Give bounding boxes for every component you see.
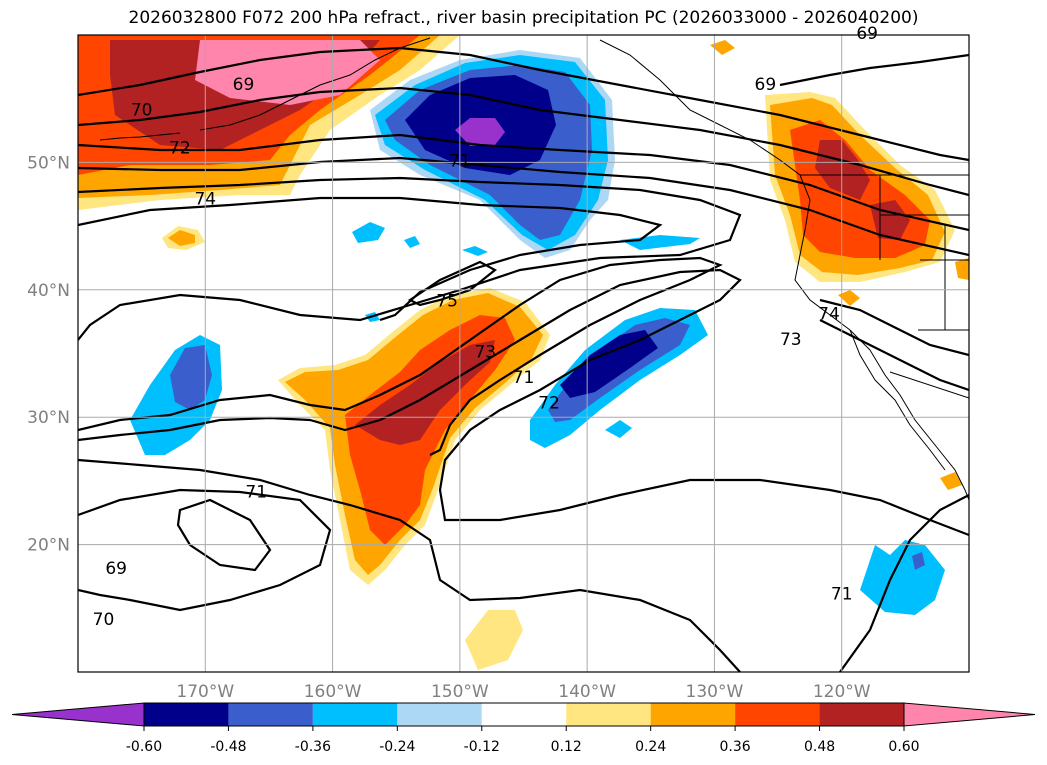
colorbar-segment — [819, 703, 904, 726]
lon-tick-label: 140°W — [558, 682, 616, 702]
colorbar — [11, 702, 1036, 731]
colorbar-tick-label: 0.60 — [888, 739, 919, 755]
contour-label: 75 — [436, 292, 458, 312]
contours — [78, 46, 969, 672]
colorbar-segment — [735, 703, 820, 726]
contour-east-2 — [819, 319, 969, 392]
colorbar-tick-label: -0.24 — [379, 739, 415, 755]
contour-north-4 — [78, 156, 969, 257]
colorbar-tick-label: -0.60 — [126, 739, 162, 755]
colorbar-segment — [566, 703, 651, 726]
colorbar-extend-low — [11, 702, 145, 727]
contour-label: 69 — [856, 24, 878, 44]
lat-tick-label: 50°N — [27, 153, 70, 173]
colorbar-segment — [397, 703, 482, 726]
lon-tick-label: 160°W — [304, 682, 362, 702]
shade-aleutian-pink — [195, 40, 380, 105]
colorbar-segment — [312, 703, 398, 726]
shade-small-orange-4 — [710, 40, 735, 55]
shade-band-yellow-south — [465, 610, 523, 670]
contour-east-1 — [819, 298, 969, 357]
contour-label: 73 — [780, 330, 802, 350]
shade-negband-navy — [560, 330, 658, 398]
contour-label: 71 — [513, 368, 535, 388]
coastlines — [99, 37, 969, 501]
shade-small-cyan-1 — [352, 222, 385, 243]
colorbar-frame — [143, 702, 905, 727]
contour-69-loop — [176, 498, 272, 572]
shade-small-orange-3 — [955, 258, 969, 280]
colorbar-segment — [481, 703, 567, 726]
shade-wp-blue — [170, 345, 212, 410]
lon-tick-label: 120°W — [813, 682, 871, 702]
shade-small-cyan-2 — [404, 236, 420, 248]
contour-label: 69 — [755, 75, 777, 95]
colorbar-tick-label: 0.36 — [720, 739, 751, 755]
contour-north-5 — [78, 176, 742, 341]
lon-tick-label: 130°W — [686, 682, 744, 702]
contour-label: 72 — [169, 139, 191, 159]
shade-small-cyan-6 — [605, 420, 632, 438]
colorbar-segment — [144, 703, 229, 726]
contour-east-3 — [839, 494, 969, 672]
lat-tick-label: 40°N — [27, 281, 70, 301]
contour-north-6 — [78, 196, 663, 322]
plot-frame — [77, 34, 970, 673]
colorbar-tick-label: 0.48 — [804, 739, 835, 755]
contour-label: 70 — [131, 100, 153, 120]
contour-north-3 — [78, 133, 969, 232]
shade-small-orange-2 — [838, 290, 860, 306]
coast-baja — [849, 329, 946, 471]
contour-label: 74 — [194, 190, 216, 210]
contour-band-1 — [78, 256, 723, 456]
colorbar-segment — [228, 703, 313, 726]
lon-tick-label: 150°W — [431, 682, 489, 702]
contour-north-2 — [78, 86, 969, 197]
colorbar-tick-label: 0.24 — [635, 739, 666, 755]
map-title: 2026032800 F072 200 hPa refract., river … — [128, 8, 919, 28]
contour-label: 73 — [474, 343, 496, 363]
contour-band-2 — [78, 268, 969, 537]
colorbar-tick-label: 0.12 — [551, 739, 582, 755]
contour-label: 71 — [449, 151, 471, 171]
lon-labels: 170°W 160°W 150°W 140°W 130°W 120°W — [176, 682, 870, 702]
colorbar-tick-label: -0.12 — [464, 739, 500, 755]
contour-label: 71 — [831, 585, 853, 605]
contour-label: 70 — [93, 610, 115, 630]
colorbar-segment — [650, 703, 736, 726]
contour-label: 69 — [105, 559, 127, 579]
colorbar-tick-label: -0.36 — [295, 739, 331, 755]
contour-label: 69 — [233, 75, 255, 95]
contour-band-3 — [78, 458, 741, 672]
shade-small-orange-5 — [940, 472, 962, 490]
colorbar-labels: -0.60 -0.48 -0.36 -0.24 -0.12 0.12 0.24 0.36 0.4… — [126, 739, 920, 755]
contour-label: 72 — [538, 393, 560, 413]
gridlines — [78, 35, 969, 672]
contour-label: 74 — [818, 304, 840, 324]
coast-alaska-peninsula — [199, 37, 431, 131]
contour-ne-69 — [779, 53, 969, 87]
contour-label: 71 — [245, 483, 267, 503]
lat-tick-label: 20°N — [27, 536, 70, 556]
contour-north-1 — [78, 46, 969, 162]
lon-tick-label: 170°W — [176, 682, 234, 702]
shade-small-cyan-3 — [462, 246, 488, 256]
coast-north-america — [599, 39, 969, 501]
lat-tick-label: 30°N — [27, 408, 70, 428]
colorbar-tick-label: -0.48 — [210, 739, 246, 755]
contour-south-1 — [78, 488, 332, 612]
shade-mex-blue — [912, 552, 925, 570]
shade-goa-purple — [455, 118, 505, 146]
shade-small-orange-1 — [168, 230, 195, 246]
contour-75 — [407, 260, 497, 307]
shade-pnw-darkred — [815, 140, 870, 200]
border-us-mexico — [889, 371, 969, 399]
border-states-1 — [879, 175, 969, 331]
lat-labels: 50°N 40°N 30°N 20°N — [27, 153, 70, 555]
coast-aleutian-chain — [99, 132, 181, 141]
shade-mex-cyan — [860, 540, 945, 615]
colorbar-extend-high — [903, 702, 1036, 727]
